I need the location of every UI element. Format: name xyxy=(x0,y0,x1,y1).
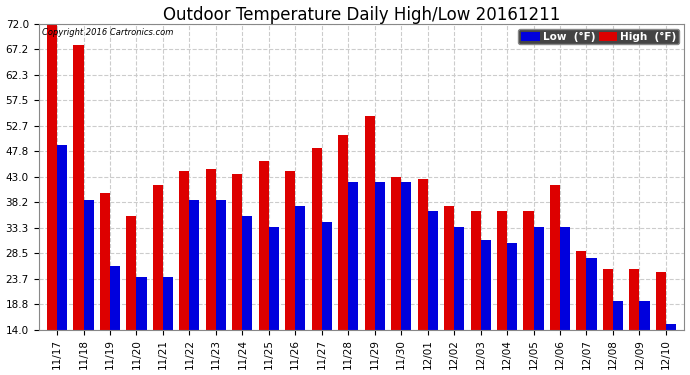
Bar xyxy=(401,182,411,375)
Bar xyxy=(242,216,253,375)
Bar xyxy=(179,171,190,375)
Bar xyxy=(666,324,676,375)
Bar xyxy=(259,161,269,375)
Bar xyxy=(233,174,242,375)
Bar xyxy=(560,227,570,375)
Bar xyxy=(57,145,67,375)
Bar xyxy=(47,24,57,375)
Bar xyxy=(322,222,332,375)
Bar xyxy=(126,216,137,375)
Bar xyxy=(613,301,623,375)
Bar xyxy=(364,116,375,375)
Title: Outdoor Temperature Daily High/Low 20161211: Outdoor Temperature Daily High/Low 20161… xyxy=(163,6,560,24)
Bar xyxy=(163,277,173,375)
Bar xyxy=(481,240,491,375)
Bar xyxy=(137,277,146,375)
Bar xyxy=(428,211,437,375)
Text: Copyright 2016 Cartronics.com: Copyright 2016 Cartronics.com xyxy=(42,28,173,37)
Bar xyxy=(629,269,640,375)
Bar xyxy=(640,301,649,375)
Bar xyxy=(338,135,348,375)
Bar xyxy=(444,206,454,375)
Bar xyxy=(656,272,666,375)
Bar xyxy=(153,184,163,375)
Bar xyxy=(417,179,428,375)
Legend: Low  (°F), High  (°F): Low (°F), High (°F) xyxy=(518,29,679,44)
Bar xyxy=(576,251,586,375)
Bar xyxy=(497,211,507,375)
Bar xyxy=(269,227,279,375)
Bar xyxy=(586,258,597,375)
Bar xyxy=(375,182,385,375)
Bar xyxy=(312,148,322,375)
Bar xyxy=(348,182,358,375)
Bar xyxy=(100,192,110,375)
Bar xyxy=(206,169,216,375)
Bar xyxy=(110,266,120,375)
Bar xyxy=(524,211,533,375)
Bar xyxy=(471,211,481,375)
Bar xyxy=(603,269,613,375)
Bar xyxy=(507,243,517,375)
Bar xyxy=(216,201,226,375)
Bar xyxy=(391,177,401,375)
Bar xyxy=(190,201,199,375)
Bar xyxy=(454,227,464,375)
Bar xyxy=(533,227,544,375)
Bar xyxy=(285,171,295,375)
Bar xyxy=(550,184,560,375)
Bar xyxy=(295,206,306,375)
Bar xyxy=(83,201,94,375)
Bar xyxy=(73,45,83,375)
